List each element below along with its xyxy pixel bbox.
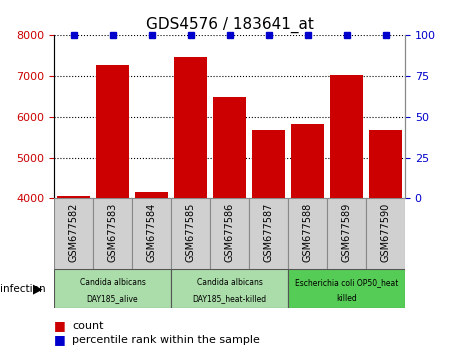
- Bar: [57, 196, 90, 354]
- Text: Candida albicans: Candida albicans: [197, 278, 262, 287]
- Bar: [96, 65, 129, 354]
- Text: GSM677589: GSM677589: [342, 202, 351, 262]
- Bar: [132, 198, 171, 269]
- Bar: [291, 124, 324, 354]
- Text: ▶: ▶: [33, 282, 42, 295]
- Text: DAY185_heat-killed: DAY185_heat-killed: [193, 294, 266, 303]
- Text: GSM677582: GSM677582: [68, 202, 78, 262]
- Text: percentile rank within the sample: percentile rank within the sample: [72, 335, 260, 345]
- Text: killed: killed: [336, 294, 357, 303]
- Text: GSM677590: GSM677590: [381, 202, 391, 262]
- Text: GSM677586: GSM677586: [225, 202, 234, 262]
- Text: Candida albicans: Candida albicans: [80, 278, 145, 287]
- Bar: [135, 192, 168, 354]
- Text: infection: infection: [0, 284, 46, 293]
- Bar: [93, 198, 132, 269]
- Text: ■: ■: [54, 333, 66, 346]
- Text: GSM677583: GSM677583: [108, 202, 117, 262]
- Bar: [327, 198, 366, 269]
- Text: ■: ■: [54, 319, 66, 332]
- Text: GSM677584: GSM677584: [147, 202, 157, 262]
- Bar: [210, 198, 249, 269]
- Bar: [288, 198, 327, 269]
- Text: Escherichia coli OP50_heat: Escherichia coli OP50_heat: [295, 278, 398, 287]
- Text: DAY185_alive: DAY185_alive: [87, 294, 138, 303]
- Bar: [288, 269, 405, 308]
- Bar: [249, 198, 288, 269]
- Text: GSM677585: GSM677585: [185, 202, 195, 262]
- Bar: [54, 269, 171, 308]
- Bar: [252, 130, 285, 354]
- Bar: [171, 198, 210, 269]
- Text: count: count: [72, 321, 104, 331]
- Bar: [330, 75, 363, 354]
- Bar: [174, 57, 207, 354]
- Text: GSM677588: GSM677588: [302, 202, 312, 262]
- Bar: [366, 198, 405, 269]
- Text: GSM677587: GSM677587: [264, 202, 274, 262]
- Title: GDS4576 / 183641_at: GDS4576 / 183641_at: [145, 16, 314, 33]
- Bar: [369, 130, 402, 354]
- Bar: [171, 269, 288, 308]
- Bar: [54, 198, 93, 269]
- Bar: [213, 97, 246, 354]
